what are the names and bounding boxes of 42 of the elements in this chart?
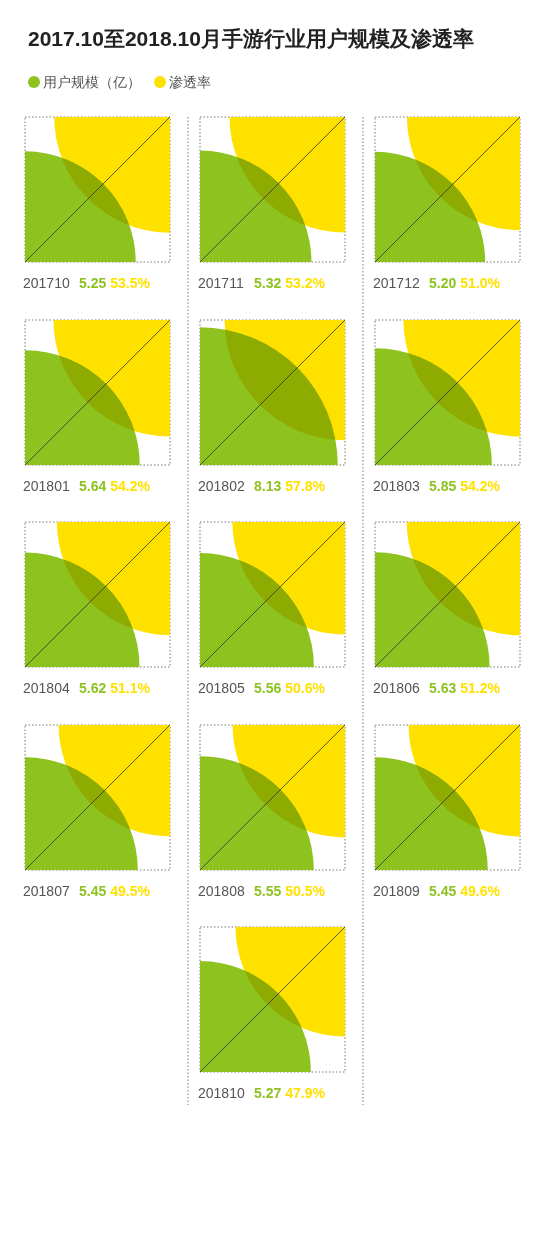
data-label: 51.0% [460,275,501,291]
data-label: 47.9% [285,1085,326,1101]
category-label: 201804 [23,680,70,696]
data-label: 57.8% [285,478,326,494]
category-label: 201710 [23,275,70,291]
category-label: 201712 [373,275,420,291]
data-label: 5.25 [79,275,107,291]
data-label: 5.27 [254,1085,282,1101]
category-label: 201802 [198,478,245,494]
data-label: 5.85 [429,478,457,494]
legend-label: 用户规模（亿） [43,74,141,90]
data-label: 50.5% [285,883,326,899]
data-label: 54.2% [460,478,501,494]
data-label: 53.2% [285,275,326,291]
category-label: 201807 [23,883,70,899]
category-label: 201809 [373,883,420,899]
data-label: 5.32 [254,275,282,291]
data-label: 5.64 [79,478,107,494]
data-label: 5.45 [79,883,107,899]
category-label: 201806 [373,680,420,696]
data-label: 54.2% [110,478,151,494]
data-label: 51.1% [110,680,151,696]
data-label: 5.55 [254,883,282,899]
data-label: 5.63 [429,680,457,696]
data-label: 50.6% [285,680,326,696]
category-label: 201801 [23,478,70,494]
legend-label: 渗透率 [169,74,211,90]
data-label: 5.62 [79,680,107,696]
data-label: 8.13 [254,478,282,494]
text: 2017.10至2018.10月手游行业用户规模及渗透率 [28,27,474,50]
category-label: 201803 [373,478,420,494]
data-label: 49.5% [110,883,151,899]
category-label: 201810 [198,1085,245,1101]
category-label: 201808 [198,883,245,899]
data-label: 5.56 [254,680,282,696]
data-label: 53.5% [110,275,151,291]
data-label: 51.2% [460,680,501,696]
data-label: 49.6% [460,883,501,899]
category-label: 201805 [198,680,245,696]
category-label: 201711 [198,275,244,291]
data-label: 5.45 [429,883,457,899]
data-label: 5.20 [429,275,457,291]
